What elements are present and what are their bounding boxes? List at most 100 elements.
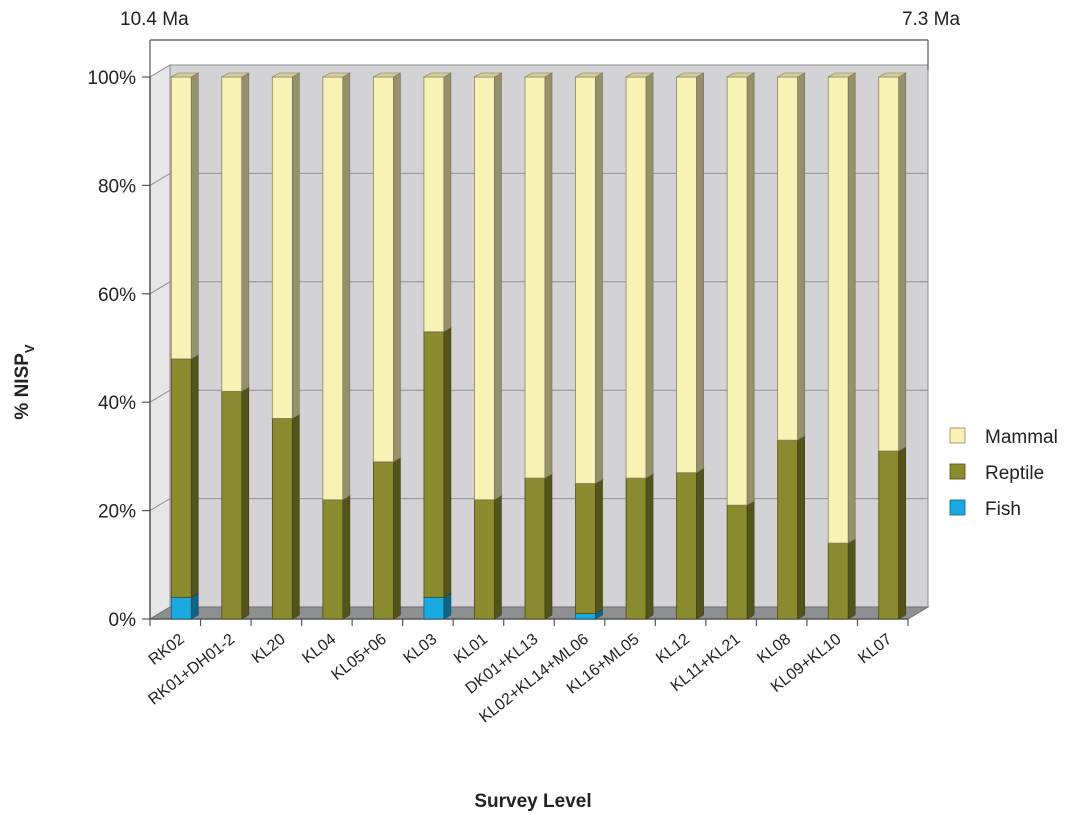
bar-mammal-side: [190, 72, 199, 360]
x-tick-label: KL04: [299, 631, 339, 667]
y-axis-title: % NISPV: [12, 344, 37, 420]
bar-mammal: [524, 76, 546, 479]
bar-mammal-side: [746, 72, 755, 506]
bar-reptile: [524, 477, 546, 620]
x-axis-title: Survey Level: [474, 791, 591, 812]
bar-mammal: [777, 76, 799, 441]
bar-reptile-side: [746, 500, 755, 620]
bar-reptile-side: [241, 386, 250, 620]
bar-reptile: [878, 450, 900, 620]
bar-mammal-top: [726, 72, 756, 78]
legend: Mammal Reptile Fish: [949, 427, 1058, 520]
legend-label-mammal: Mammal: [985, 427, 1058, 448]
bar-reptile: [322, 499, 344, 620]
bar-mammal: [372, 76, 394, 463]
bar-mammal-top: [422, 72, 453, 78]
bar-stack-4: [321, 72, 351, 620]
bar-reptile-side: [292, 413, 300, 620]
bar-reptile-side: [190, 354, 199, 598]
bar-reptile: [170, 358, 192, 598]
bar-mammal: [474, 76, 495, 501]
bar-mammal-top: [827, 72, 857, 78]
x-tick-label: KL03: [400, 631, 440, 667]
bar-stack-13: [776, 72, 806, 620]
bar-fish: [423, 596, 445, 620]
gridline-side: [149, 281, 171, 295]
chart-side-wall: [149, 64, 171, 620]
bar-reptile: [827, 542, 849, 620]
bar-reptile: [575, 483, 596, 614]
bar-fish: [575, 613, 596, 620]
bar-fish-side: [443, 592, 452, 620]
bar-reptile-side: [443, 327, 452, 598]
bar-mammal-side: [342, 72, 351, 501]
bar-mammal-top: [574, 72, 604, 78]
gridline-side: [149, 172, 171, 186]
bar-mammal: [676, 76, 697, 474]
bar-mammal-top: [877, 72, 907, 78]
x-tick-label: KL01: [451, 631, 491, 667]
bar-mammal: [827, 76, 849, 544]
bar-mammal: [878, 76, 900, 452]
y-tick-label: 40%: [98, 393, 136, 414]
bar-stack-5: [372, 72, 402, 620]
bar-stack-12: [726, 72, 756, 620]
bar-reptile-side: [544, 473, 553, 620]
time-end-label: 7.3 Ma: [902, 9, 961, 30]
bar-mammal-top: [220, 72, 250, 78]
bar-mammal: [726, 76, 748, 506]
y-tick-label: 80%: [98, 176, 136, 197]
bar-reptile-side: [898, 446, 907, 620]
bar-reptile: [271, 418, 293, 620]
bar-reptile-side: [342, 495, 351, 620]
bar-mammal-top: [473, 72, 503, 78]
y-tick-label: 100%: [87, 68, 136, 89]
bar-stack-15: [877, 72, 907, 620]
bar-mammal: [423, 76, 445, 333]
bar-mammal: [625, 76, 647, 479]
bar-stack-6: [422, 72, 453, 620]
bar-reptile-side: [645, 473, 654, 620]
bar-mammal-side: [595, 72, 603, 485]
bar-mammal-side: [494, 72, 502, 501]
bar-mammal-side: [544, 72, 553, 479]
bar-reptile: [676, 472, 697, 620]
bar-stack-9: [574, 72, 604, 620]
x-tick-label: KL08: [754, 631, 794, 667]
bar-reptile: [372, 461, 394, 620]
bar-mammal-side: [443, 72, 452, 333]
legend-label-fish: Fish: [985, 499, 1021, 520]
bar-mammal-top: [170, 72, 200, 78]
bar-reptile-side: [595, 478, 603, 615]
bar-mammal: [221, 76, 243, 392]
bar-stack-10: [624, 72, 655, 620]
bar-mammal-top: [523, 72, 554, 78]
bar-fish: [170, 596, 192, 620]
bar-mammal-top: [372, 72, 402, 78]
y-tick-label: 20%: [98, 502, 136, 523]
bar-stack-1: [170, 72, 200, 620]
bar-stack-11: [675, 72, 705, 620]
bar-fish-side: [190, 592, 199, 620]
x-tick-label: KL07: [855, 631, 895, 667]
bar-reptile-side: [393, 457, 401, 620]
bar-reptile-side: [494, 495, 502, 620]
bar-reptile-side: [797, 435, 805, 620]
gridline-side: [149, 64, 171, 78]
bar-mammal-top: [776, 72, 806, 78]
legend-swatch-mammal: [949, 427, 966, 444]
bar-stack-8: [523, 72, 554, 620]
x-tick-label: RK02: [146, 631, 188, 669]
bar-mammal-top: [271, 72, 301, 78]
bar-stack-3: [271, 72, 301, 620]
bar-mammal-side: [292, 72, 300, 419]
legend-label-reptile: Reptile: [985, 463, 1044, 484]
bar-mammal: [322, 76, 344, 501]
bar-reptile: [726, 504, 748, 620]
bar-stack-7: [473, 72, 503, 620]
bar-mammal-side: [241, 72, 250, 392]
bar-reptile: [221, 390, 243, 620]
bar-mammal-top: [624, 72, 655, 78]
bar-mammal-side: [645, 72, 654, 479]
